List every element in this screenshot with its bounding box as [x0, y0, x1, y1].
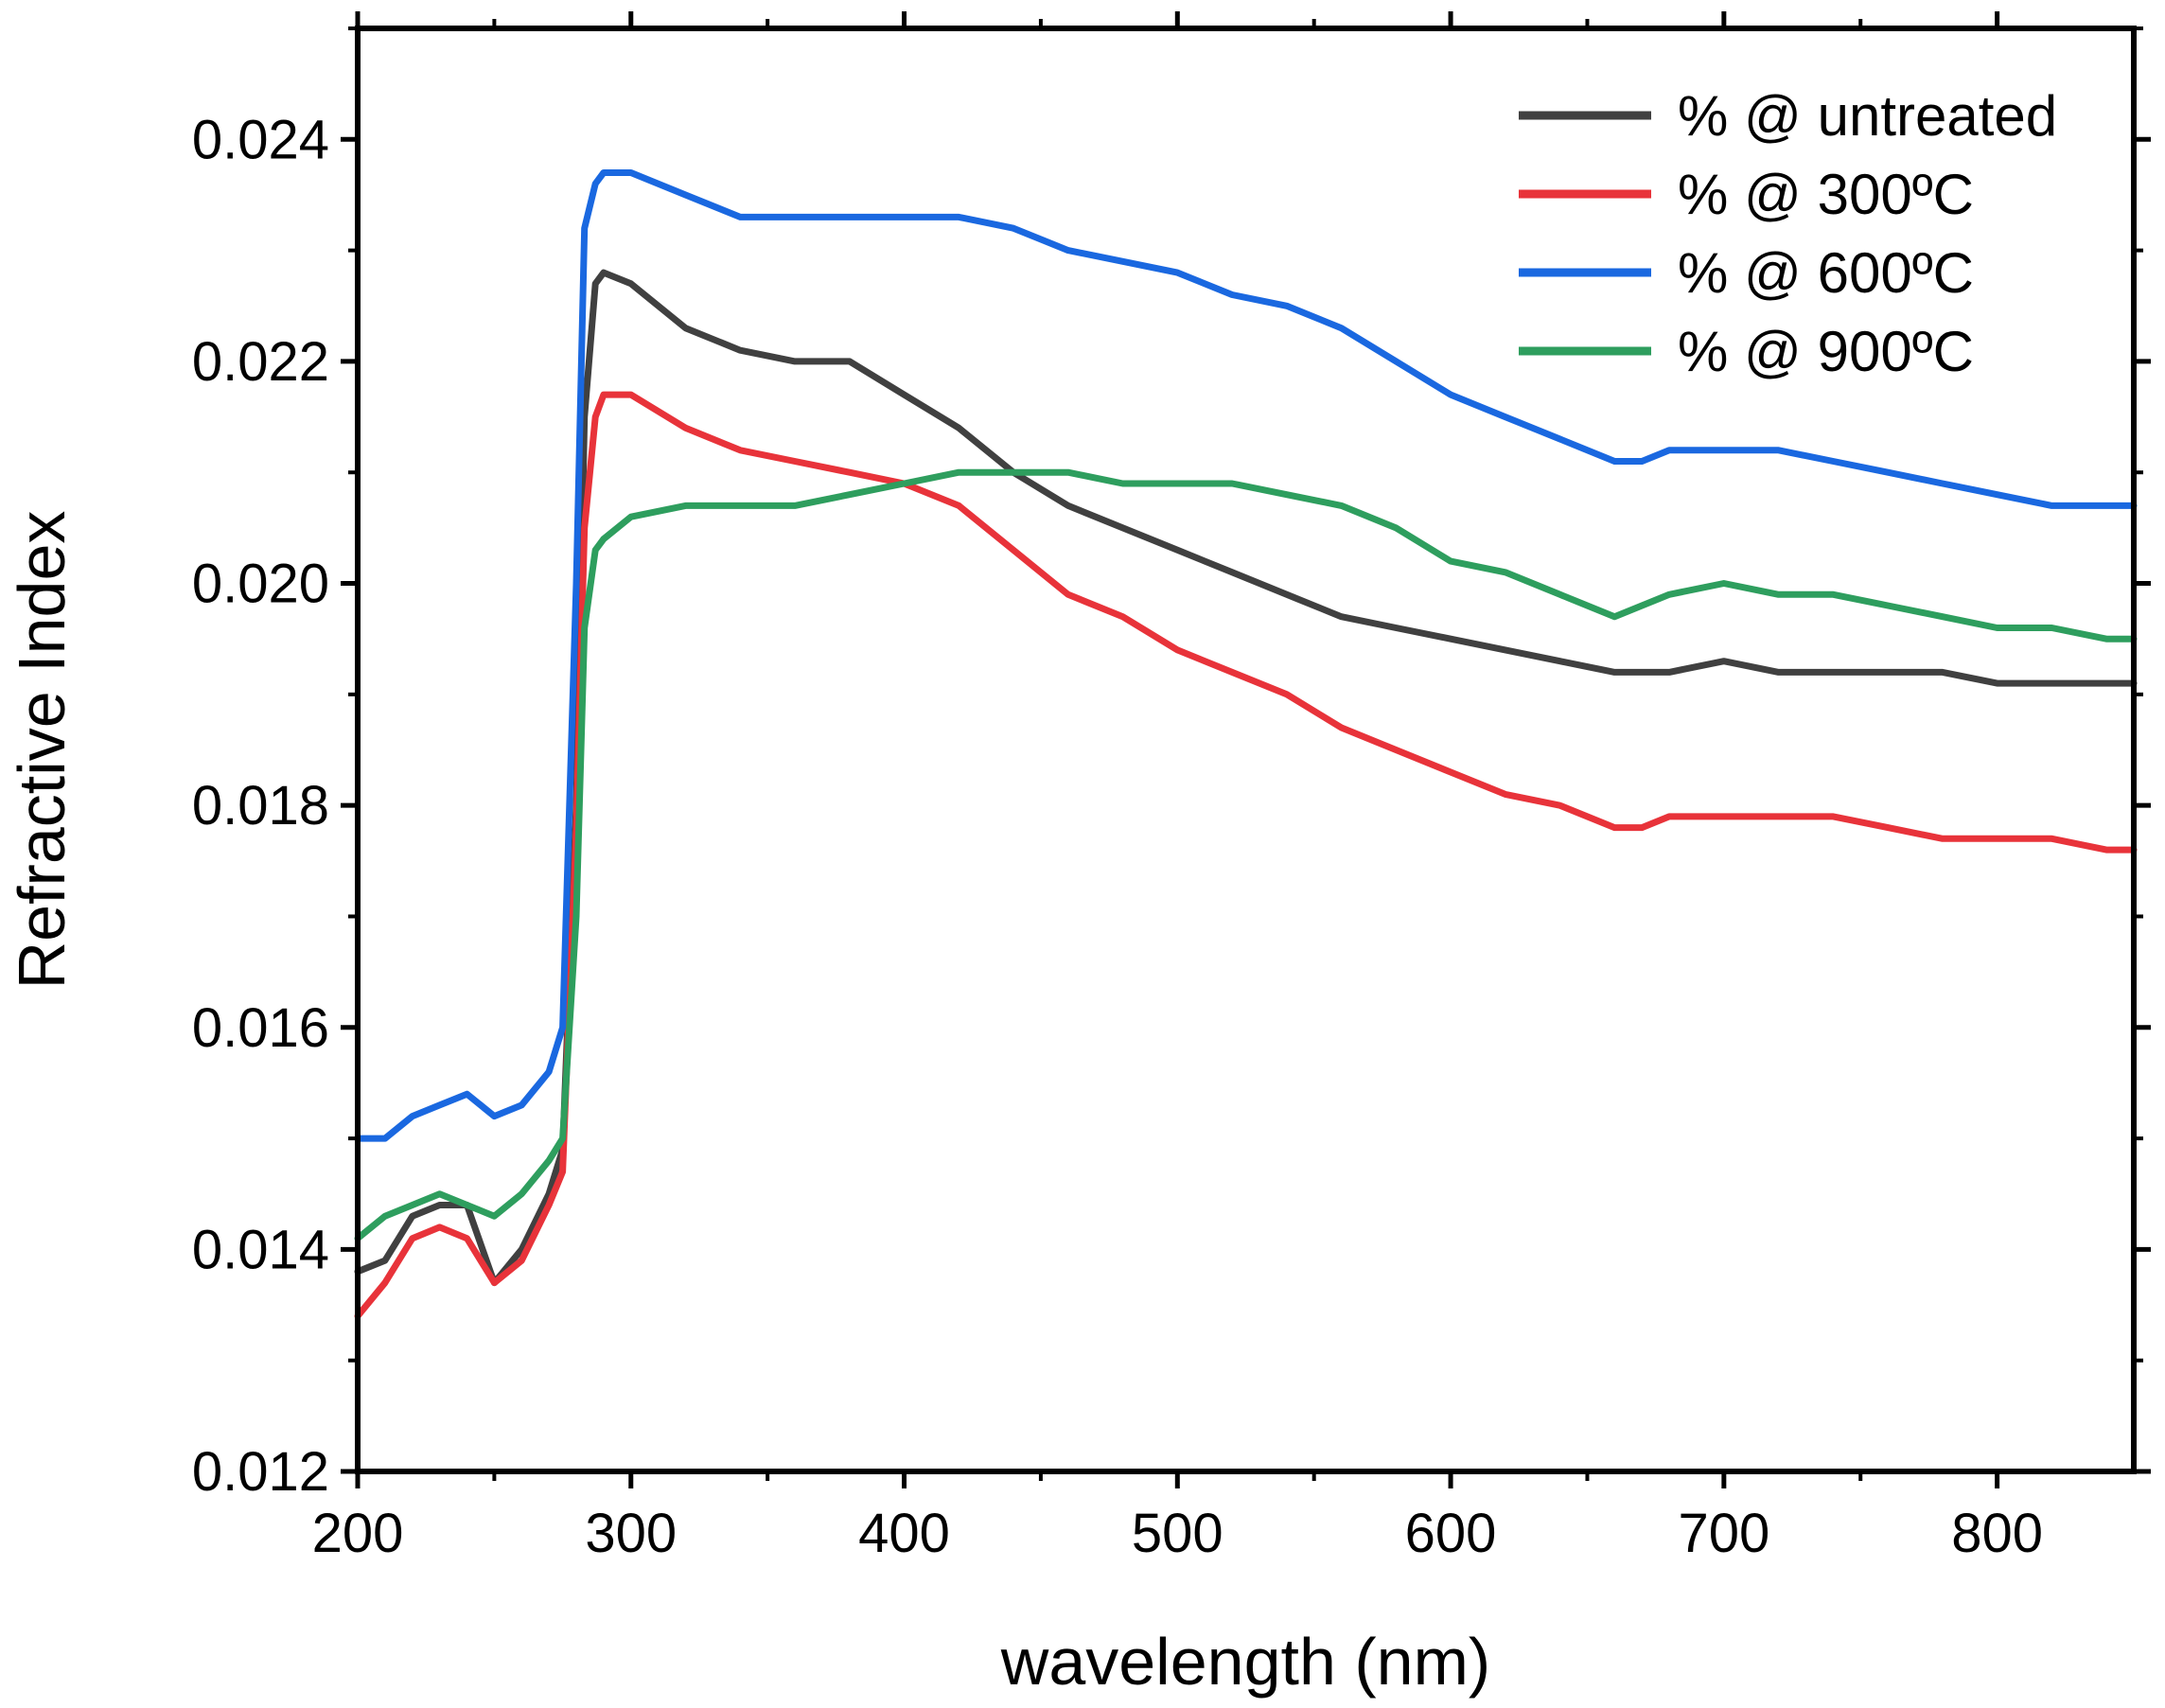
series-line-1 [354, 391, 2138, 1320]
x-axis-title: wavelength (nm) [1000, 1625, 1490, 1699]
x-tick-label: 200 [312, 1503, 404, 1564]
y-tick-label: 0.018 [192, 775, 329, 836]
y-tick-label: 0.022 [192, 331, 329, 393]
x-tick-label: 800 [1951, 1503, 2043, 1564]
plot-frame [355, 26, 2137, 1474]
x-tick-label: 400 [858, 1503, 950, 1564]
series-layer [354, 169, 2138, 1320]
legend-label-3: % @ 900ºC [1678, 320, 1974, 383]
ticks-layer: 200 300 400 500 600 700 800 0.012 0.014 0.016 0.01… [192, 11, 2151, 1564]
x-tick-label: 600 [1405, 1503, 1497, 1564]
legend: % @ untreated % @ 300ºC % @ 600ºC % @ 900ºC [1519, 84, 2057, 383]
y-tick-label: 0.020 [192, 554, 329, 615]
y-tick-label: 0.014 [192, 1219, 329, 1280]
y-tick-label: 0.024 [192, 109, 329, 170]
y-tick-label: 0.012 [192, 1441, 329, 1503]
x-tick-label: 700 [1678, 1503, 1769, 1564]
series-line-0 [354, 269, 2138, 1287]
series-line-3 [354, 468, 2138, 1242]
legend-label-0: % @ untreated [1678, 84, 2057, 148]
y-tick-label: 0.016 [192, 997, 329, 1059]
legend-label-2: % @ 600ºC [1678, 241, 1974, 305]
series-line-2 [354, 169, 2138, 1142]
x-tick-label: 500 [1132, 1503, 1223, 1564]
legend-label-1: % @ 300ºC [1678, 163, 1974, 226]
y-axis-title: Refractive Index [5, 511, 79, 990]
x-tick-label: 300 [585, 1503, 677, 1564]
